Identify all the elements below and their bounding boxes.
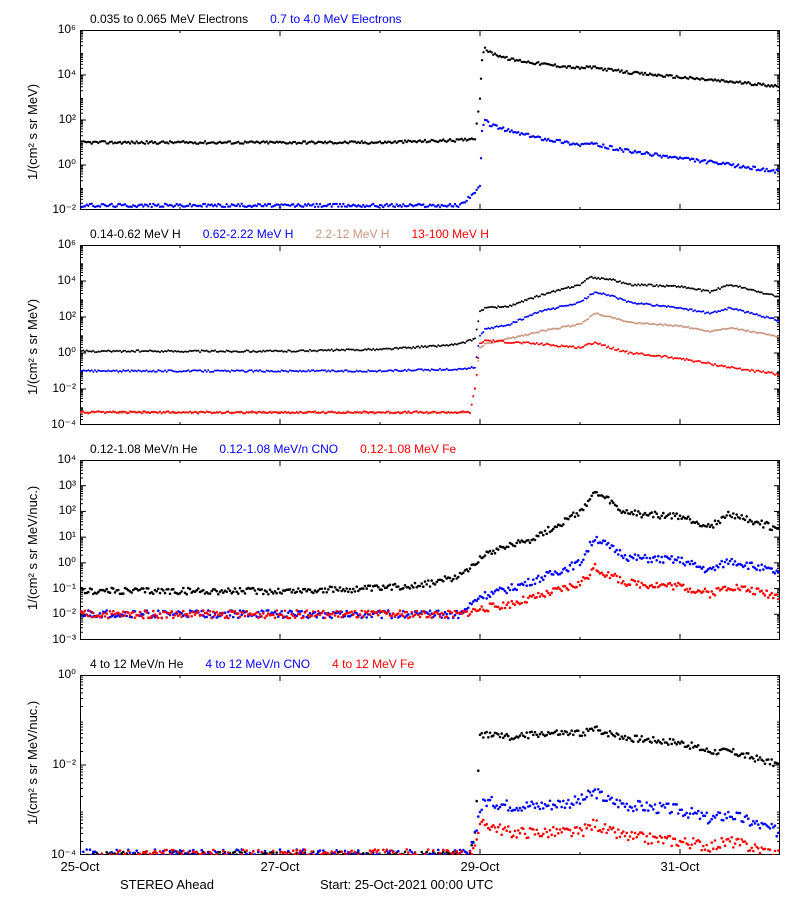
ytick-label: 10⁴ xyxy=(36,452,76,466)
panel-electrons xyxy=(80,30,780,210)
series-he-012-108 xyxy=(80,491,780,596)
xtick-label: 25-Oct xyxy=(60,859,99,874)
legend-item: 0.62-2.22 MeV H xyxy=(203,227,294,241)
ylabel-hydrogen: 1/(cm² s sr MeV) xyxy=(25,299,40,395)
xtick-label: 29-Oct xyxy=(460,859,499,874)
series-h-062-222 xyxy=(80,291,779,373)
ytick-label: 10¹ xyxy=(36,529,76,543)
ytick-label: 10³ xyxy=(36,478,76,492)
ylabel-he-cno-fe-high: 1/(cm² s sr MeV/nuc.) xyxy=(25,701,40,825)
footer-left: STEREO Ahead xyxy=(120,877,214,892)
series-e-07-4 xyxy=(80,119,780,209)
panel-legend-he-cno-fe-low: 0.12-1.08 MeV/n He 0.12-1.08 MeV/n CNO 0.1… xyxy=(90,442,478,456)
ytick-label: 10⁻² xyxy=(36,381,76,395)
ytick-label: 10⁰ xyxy=(36,345,76,359)
ytick-label: 10⁰ xyxy=(36,157,76,171)
ytick-label: 10⁶ xyxy=(36,237,76,251)
series-h-014-062 xyxy=(80,276,779,353)
ytick-label: 10⁻¹ xyxy=(36,581,76,595)
ytick-label: 10⁴ xyxy=(36,67,76,81)
legend-item: 0.12-1.08 MeV/n CNO xyxy=(219,442,338,456)
panel-hydrogen xyxy=(80,245,780,425)
ylabel-he-cno-fe-low: 1/(cm² s sr MeV/nuc.) xyxy=(25,486,40,610)
xtick-label: 27-Oct xyxy=(260,859,299,874)
ylabel-electrons: 1/(cm² s sr MeV) xyxy=(25,84,40,180)
panel-legend-hydrogen: 0.14-0.62 MeV H 0.62-2.22 MeV H 2.2-12 MeV… xyxy=(90,227,511,241)
ytick-label: 10⁻² xyxy=(36,606,76,620)
legend-item: 4 to 12 MeV Fe xyxy=(332,657,414,671)
footer-center: Start: 25-Oct-2021 00:00 UTC xyxy=(320,877,493,892)
ytick-label: 10⁻² xyxy=(36,757,76,771)
ytick-label: 10² xyxy=(36,503,76,517)
series-cno-4-12 xyxy=(80,788,780,855)
series-he-4-12 xyxy=(80,725,780,855)
legend-item: 13-100 MeV H xyxy=(411,227,488,241)
panel-legend-electrons: 0.035 to 0.065 MeV Electrons 0.7 to 4.0 M… xyxy=(90,12,424,26)
ytick-label: 10⁻⁴ xyxy=(36,417,76,431)
legend-item: 4 to 12 MeV/n CNO xyxy=(205,657,310,671)
series-h-22-12 xyxy=(80,312,779,414)
legend-item: 4 to 12 MeV/n He xyxy=(90,657,183,671)
series-e-035-065 xyxy=(80,47,780,146)
legend-item: 2.2-12 MeV H xyxy=(315,227,389,241)
series-h-13-100 xyxy=(80,339,779,414)
ytick-label: 10² xyxy=(36,112,76,126)
legend-item: 0.035 to 0.065 MeV Electrons xyxy=(90,12,248,26)
ytick-label: 10⁻² xyxy=(36,202,76,216)
xtick-label: 31-Oct xyxy=(660,859,699,874)
legend-item: 0.14-0.62 MeV H xyxy=(90,227,181,241)
series-cno-012-108 xyxy=(80,536,780,620)
ytick-label: 10⁴ xyxy=(36,273,76,287)
figure-root: 0.035 to 0.065 MeV Electrons 0.7 to 4.0 M… xyxy=(0,0,800,900)
legend-item: 0.12-1.08 MeV/n He xyxy=(90,442,197,456)
ytick-label: 10² xyxy=(36,309,76,323)
legend-item: 0.7 to 4.0 MeV Electrons xyxy=(270,12,401,26)
panel-he-cno-fe-low xyxy=(80,460,780,640)
panel-he-cno-fe-high xyxy=(80,675,780,855)
ytick-label: 10⁶ xyxy=(36,22,76,36)
ytick-label: 10⁰ xyxy=(36,555,76,569)
legend-item: 0.12-1.08 MeV Fe xyxy=(360,442,456,456)
ytick-label: 10⁻³ xyxy=(36,632,76,646)
series-fe-4-12 xyxy=(80,819,780,856)
ytick-label: 10⁰ xyxy=(36,667,76,681)
panel-legend-he-cno-fe-high: 4 to 12 MeV/n He 4 to 12 MeV/n CNO 4 to 12… xyxy=(90,657,436,671)
